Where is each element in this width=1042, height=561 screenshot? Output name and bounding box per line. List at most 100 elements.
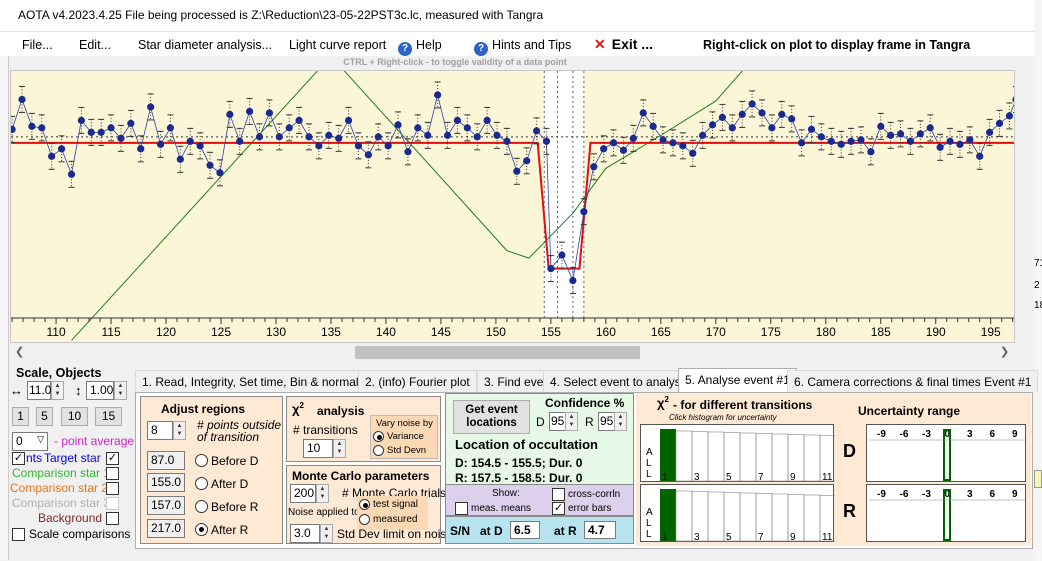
test-signal-radio[interactable] [359,499,370,510]
confidence-label: Confidence % [545,396,625,410]
tab-fourier[interactable]: 2. (info) Fourier plot [358,370,477,392]
confidence-r-stepper[interactable]: ▲ ▼ [614,412,627,431]
scroll-left-icon[interactable]: ❮ [15,346,25,358]
d-chi2-histogram[interactable]: A L L 1 3 5 7 9 11 [640,424,837,483]
menu-help[interactable]: ? Help [398,38,442,56]
transitions-stepper[interactable]: ▲ ▼ [333,439,346,458]
target-star-checkbox[interactable]: ✓ [106,452,119,465]
confidence-d-input[interactable]: 95 [549,412,566,431]
data-point [590,163,598,171]
help-icon: ? [398,42,412,56]
mc-trials-input[interactable]: 200 [290,484,316,503]
variance-radio[interactable] [373,431,384,442]
after-r-radio[interactable] [195,523,208,536]
stddev-limit-stepper[interactable]: ▲ ▼ [320,524,333,543]
data-point [404,148,412,156]
tab-read-integrity[interactable]: 1. Read, Integrity, Set time, Bin & norm… [135,370,381,392]
uncertainty-tick-label: 3 [967,429,973,440]
measured-radio[interactable] [359,514,370,525]
data-point [424,131,432,139]
data-point [778,110,786,119]
avg-1-button[interactable]: 1 [12,407,29,426]
show-target-checkbox[interactable]: ✓ [12,452,25,465]
tab-camera-corrections[interactable]: 6. Camera corrections & final times Even… [787,370,1039,392]
title-bar: AOTA v4.2023.4.25 File being processed i… [0,0,1034,32]
after-d-radio[interactable] [195,477,208,490]
scroll-right-icon[interactable]: ❯ [1000,346,1010,358]
data-point [847,137,855,145]
menu-star-diameter[interactable]: Star diameter analysis... [138,38,273,52]
r-chi2-histogram-chart[interactable]: ALL 1 3 5 7 9 11 [641,485,837,543]
transitions-input[interactable]: 10 [303,439,333,458]
comparison-3-checkbox[interactable] [106,497,119,510]
avg-10-button[interactable]: 10 [61,407,88,426]
event-window-band [544,71,584,318]
menu-light-curve-report[interactable]: Light curve report [289,38,387,52]
point-average-select[interactable]: 0 ▽ [12,432,48,451]
uncertainty-tick-label: -3 [922,429,931,440]
histogram-tick-label: 9 [790,472,796,483]
noise-curve [71,71,743,341]
data-point [600,145,608,153]
sn-r-value: 4.7 [584,521,616,539]
data-point [916,130,924,138]
confidence-d-stepper[interactable]: ▲ ▼ [565,412,578,431]
r-chi2-histogram[interactable]: A L L 1 3 5 7 9 11 [640,484,837,543]
background-checkbox[interactable] [106,512,119,525]
scale-y-input[interactable]: 1.00 [86,381,114,400]
edge-tick: 2 [1034,280,1040,291]
data-point [827,137,835,145]
get-event-locations-button[interactable]: Get event locations [453,400,530,434]
data-point [649,122,657,130]
data-point [137,145,145,153]
before-d-radio[interactable] [195,454,208,467]
cross-corr-checkbox[interactable] [552,488,565,501]
data-point [57,145,66,153]
variance-label: Variance [387,431,424,442]
avg-15-button[interactable]: 15 [95,407,122,426]
avg-5-button[interactable]: 5 [36,407,53,426]
before-r-value: 157.0 [147,496,185,515]
menu-edit[interactable]: Edit... [79,38,111,52]
monte-carlo-title: Monte Carlo parameters [292,469,430,483]
menu-exit[interactable]: ✕ Exit ... [594,36,653,53]
scale-y-stepper[interactable]: ▲ ▼ [114,381,127,400]
scale-comparisons-checkbox[interactable] [12,528,25,541]
menu-hints[interactable]: ? Hints and Tips [474,38,571,56]
before-r-radio[interactable] [195,500,208,513]
data-point [689,149,697,157]
points-outside-input[interactable]: 8 [147,421,173,440]
histogram-bar [803,434,821,482]
tab-select-event[interactable]: 4. Select event to analyse [543,370,695,392]
menu-file[interactable]: File... [22,38,53,52]
data-point [976,152,984,160]
points-outside-stepper[interactable]: ▲ ▼ [173,421,186,440]
d-chi2-histogram-chart[interactable]: ALL 1 3 5 7 9 11 [641,425,837,483]
comparison-1-checkbox[interactable] [106,467,119,480]
scale-x-stepper[interactable]: ▲ ▼ [51,381,64,400]
comparison-2-checkbox[interactable] [106,482,119,495]
mc-trials-stepper[interactable]: ▲ ▼ [316,484,329,503]
uncertainty-tick-label: -3 [922,489,931,500]
data-point [679,142,687,150]
scroll-thumb[interactable] [355,346,640,359]
show-options-group: Show: meas. means cross-corrln ✓ error b… [445,484,634,516]
ctrl-click-hint: CTRL + Right-click - to toggle validity … [343,57,567,67]
stddev-limit-input[interactable]: 3.0 [290,524,320,543]
light-curve-plot[interactable]: 110 115 120 125 130 135 140 145 150 155 160 165 170 1… [10,70,1015,343]
error-bars-checkbox[interactable]: ✓ [552,502,565,515]
histogram-tick-label: 11 [822,532,833,543]
before-r-label: Before R [211,500,259,514]
data-point [473,133,481,141]
data-point [463,124,471,132]
tab-analyse-event[interactable]: 5. Analyse event #1 [678,368,797,393]
stddev-radio[interactable] [373,445,384,456]
confidence-r-input[interactable]: 95 [598,412,615,431]
scale-x-input[interactable]: 11.0 [27,381,51,400]
noise-applied-label: Noise applied to [288,507,360,518]
light-curve-chart[interactable]: 110 115 120 125 130 135 140 145 150 155 160 165 170 1… [11,71,1015,343]
plot-horizontal-scrollbar[interactable]: ❮ ❯ [10,344,1015,361]
scale-objects-title: Scale, Objects [16,366,102,380]
meas-means-checkbox[interactable] [455,502,468,515]
data-point [364,151,372,159]
